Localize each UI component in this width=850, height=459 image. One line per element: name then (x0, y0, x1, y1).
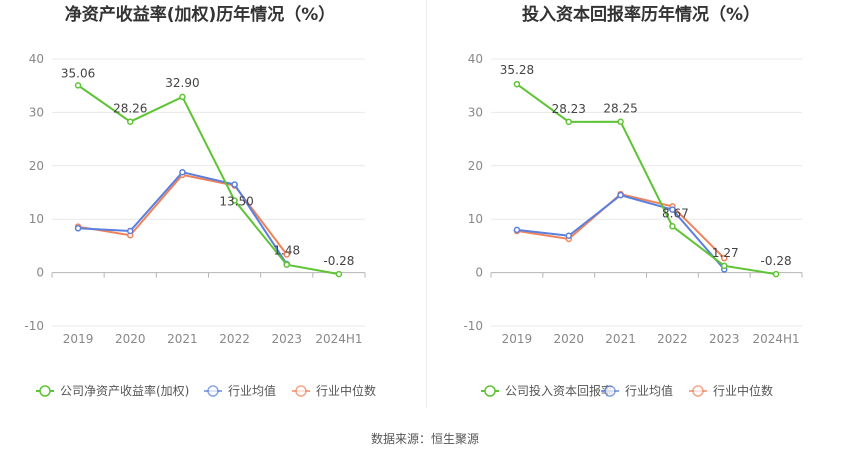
x-tick-label: 2022 (219, 332, 250, 346)
x-tick-label: 2019 (63, 332, 94, 346)
series-point (127, 227, 134, 235)
x-tick-label: 2020 (553, 332, 584, 346)
y-tick-label: 0 (475, 266, 483, 280)
x-tick-label: 2022 (657, 332, 688, 346)
series-point (179, 93, 186, 101)
series-point (127, 118, 134, 125)
x-tick-label: 2023 (709, 332, 740, 346)
data-label: 35.06 (61, 66, 95, 80)
legend-swatch-marker (604, 385, 616, 397)
x-tick-label: 2024H1 (315, 332, 362, 346)
legend-label: 行业均值 (625, 383, 673, 398)
y-tick-label: 10 (29, 212, 44, 226)
x-tick-label: 2024H1 (752, 332, 799, 346)
data-label: 13.50 (219, 195, 253, 209)
chart-title: 净资产收益率(加权)历年情况（%） (65, 4, 336, 25)
chart-title: 投入资本回报率历年情况（%） (522, 4, 760, 25)
legend-swatch-marker (207, 385, 219, 397)
y-tick-label: 20 (29, 159, 44, 173)
series-point (565, 118, 572, 126)
data-label: 28.23 (552, 102, 586, 116)
y-tick-label: 0 (36, 266, 44, 280)
legend-swatch-marker (295, 385, 307, 397)
series-point (772, 270, 780, 278)
data-label: 1.27 (712, 246, 739, 260)
series-point (617, 118, 624, 125)
legend-label: 公司净资产收益率(加权) (60, 383, 189, 398)
data-label: 28.26 (113, 102, 147, 116)
series-point (74, 225, 82, 232)
series-point (669, 206, 676, 213)
legend-label: 行业中位数 (316, 383, 376, 398)
x-tick-label: 2023 (271, 332, 302, 346)
series-point (74, 82, 82, 89)
data-source-note: 数据来源：恒生聚源 (370, 432, 479, 446)
data-label: -0.28 (323, 254, 354, 268)
series-line (78, 171, 288, 265)
data-label: 32.90 (165, 76, 199, 90)
series-point (513, 80, 521, 88)
data-label: 35.28 (500, 63, 534, 77)
x-tick-label: 2020 (115, 332, 146, 346)
y-tick-label: 40 (29, 52, 44, 66)
data-label: 28.25 (603, 102, 637, 116)
data-label: 1.48 (273, 244, 300, 258)
y-tick-label: 30 (468, 105, 483, 119)
y-tick-label: 30 (29, 105, 44, 119)
series-point (721, 262, 728, 270)
series-line (516, 194, 726, 271)
series-point (179, 168, 186, 176)
series-point (617, 191, 624, 199)
series-line (516, 193, 725, 259)
roic-chart: 投入资本回报率历年情况（%） -10 0 10 20 30 40 2019 2020 2021 20… (463, 4, 803, 398)
series-point (669, 223, 676, 230)
y-tick-label: -10 (24, 319, 44, 333)
y-tick-label: 40 (468, 52, 483, 66)
series-line (516, 83, 777, 276)
y-tick-label: 10 (468, 212, 483, 226)
series-point (231, 181, 238, 188)
y-tick-label: -10 (463, 319, 483, 333)
legend-label: 行业中位数 (713, 383, 773, 398)
legend-swatch-marker (484, 385, 496, 397)
roe-chart: 净资产收益率(加权)历年情况（%） -10 0 10 20 30 40 2019 2020 202… (24, 4, 376, 398)
series-point (231, 197, 238, 204)
series-point (283, 251, 290, 258)
panel-divider (426, 0, 427, 408)
data-label: 8.67 (662, 206, 689, 220)
legend-swatch-marker (39, 385, 51, 397)
legend-swatch-marker (692, 385, 704, 397)
series-point (335, 270, 343, 278)
series-point (565, 232, 572, 240)
x-tick-label: 2021 (167, 332, 198, 346)
series-line (77, 84, 340, 276)
series-point (513, 226, 521, 234)
data-label: -0.28 (761, 254, 792, 268)
x-tick-label: 2021 (605, 332, 636, 346)
legend-label: 行业均值 (228, 383, 276, 398)
y-tick-label: 20 (468, 159, 483, 173)
legend-label: 公司投入资本回报率 (505, 383, 613, 398)
series-point (721, 254, 728, 262)
x-tick-label: 2019 (502, 332, 533, 346)
series-point (283, 261, 290, 268)
